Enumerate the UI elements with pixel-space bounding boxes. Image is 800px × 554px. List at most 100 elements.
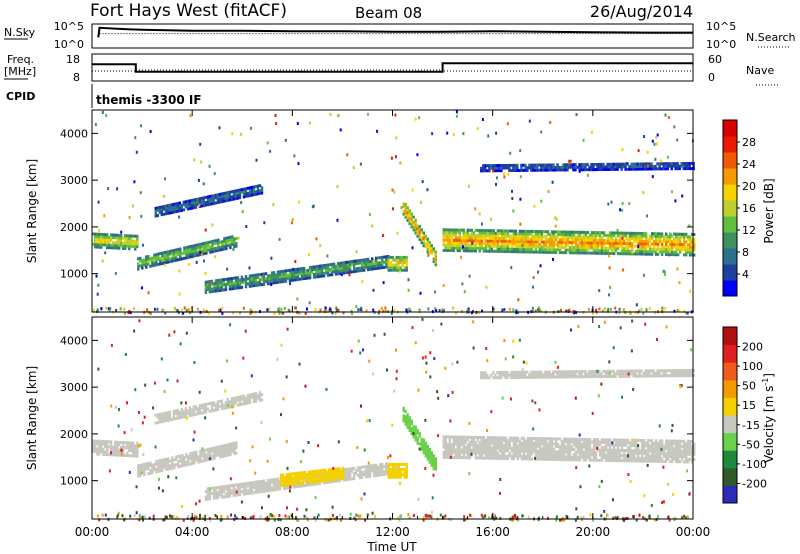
scatter-cell xyxy=(161,469,164,472)
scatter-cell xyxy=(602,448,606,452)
scatter-cell xyxy=(166,413,169,417)
scatter-cell xyxy=(516,454,520,458)
scatter-cell xyxy=(460,241,463,245)
scatter-cell xyxy=(159,259,162,263)
scatter-cell xyxy=(118,244,121,248)
scatter-cell xyxy=(381,473,384,477)
scatter-cell xyxy=(189,452,192,456)
scatter-cell xyxy=(132,234,135,238)
scatter-cell xyxy=(168,415,171,419)
scatter-cell xyxy=(199,247,202,251)
scatter-cell xyxy=(202,196,206,200)
scatter-cell xyxy=(490,438,494,442)
scatter-cell xyxy=(122,244,125,248)
scatter-cell xyxy=(520,168,523,172)
scatter-cell xyxy=(350,467,354,471)
scatter-cell xyxy=(141,261,144,265)
scatter-cell xyxy=(580,443,584,446)
scatter-cell xyxy=(200,411,204,415)
scatter-cell xyxy=(234,279,238,282)
scatter-cell xyxy=(504,242,508,246)
scatter-cell xyxy=(508,444,512,448)
scatter-cell xyxy=(274,477,278,481)
scatter-cell xyxy=(198,202,202,206)
scatter-cell xyxy=(220,195,224,198)
scatter-cell xyxy=(334,272,338,276)
scatter-cell xyxy=(628,252,632,256)
scatter-cell xyxy=(564,447,568,451)
scatter-cell xyxy=(562,447,566,451)
scatter-cell xyxy=(399,462,402,466)
scatter-cell xyxy=(212,287,216,291)
scatter-cell xyxy=(667,237,670,241)
scatter-cell xyxy=(546,248,550,252)
scatter-cell xyxy=(460,244,463,248)
scatter-cell xyxy=(454,435,457,439)
scatter-cell xyxy=(590,168,593,172)
scatter-cell xyxy=(566,458,570,462)
noise-cell xyxy=(226,267,229,271)
scatter-cell xyxy=(174,210,177,214)
scatter-cell xyxy=(399,468,402,471)
scatter-cell xyxy=(264,489,268,493)
scatter-cell xyxy=(530,166,533,170)
scatter-cell xyxy=(526,247,530,251)
scatter-cell xyxy=(592,440,596,444)
scatter-cell xyxy=(318,481,322,485)
scatter-cell xyxy=(308,273,312,277)
scatter-cell xyxy=(632,459,636,463)
scatter-cell xyxy=(614,246,618,250)
scatter-cell xyxy=(215,249,218,253)
noise-cell xyxy=(382,309,385,313)
scatter-cell xyxy=(624,443,628,447)
scatter-cell xyxy=(474,241,477,245)
noise-cell xyxy=(547,190,550,193)
noise-cell xyxy=(685,311,688,315)
noise-cell xyxy=(678,309,681,313)
scatter-cell xyxy=(100,232,103,236)
scatter-cell xyxy=(210,199,214,203)
scatter-cell xyxy=(244,399,248,403)
scatter-cell xyxy=(624,459,628,463)
scatter-cell xyxy=(602,233,606,237)
scatter-cell xyxy=(620,234,624,238)
scatter-cell xyxy=(667,235,670,239)
scatter-cell xyxy=(434,263,437,267)
noise-cell xyxy=(368,212,371,216)
scatter-cell xyxy=(474,443,477,447)
scatter-cell xyxy=(620,162,623,166)
scatter-cell xyxy=(628,244,632,248)
scatter-cell xyxy=(494,239,498,243)
noise-cell xyxy=(538,306,541,310)
scatter-cell xyxy=(248,191,252,195)
scatter-cell xyxy=(367,263,370,266)
scatter-cell xyxy=(238,493,242,497)
scatter-cell xyxy=(526,442,530,445)
scatter-cell xyxy=(399,266,402,270)
scatter-cell xyxy=(554,243,558,247)
scatter-cell xyxy=(538,457,542,461)
nave-right-tick-bottom: 0 xyxy=(708,71,715,84)
scatter-cell xyxy=(458,451,461,454)
noise-cell xyxy=(162,194,165,198)
scatter-cell xyxy=(393,470,396,474)
scatter-cell xyxy=(572,230,576,234)
scatter-cell xyxy=(294,273,298,277)
scatter-cell xyxy=(176,204,179,208)
scatter-cell xyxy=(492,449,496,453)
scatter-cell xyxy=(476,443,479,447)
scatter-cell xyxy=(134,449,137,453)
scatter-cell xyxy=(414,438,417,442)
scatter-cell xyxy=(568,458,572,462)
noise-cell xyxy=(278,237,281,241)
scatter-cell xyxy=(564,165,567,169)
scatter-cell xyxy=(626,242,630,245)
scatter-cell xyxy=(219,245,222,249)
noise-cell xyxy=(481,222,483,226)
scatter-cell xyxy=(104,238,107,242)
scatter-cell xyxy=(634,451,638,455)
scatter-cell xyxy=(126,441,129,445)
scatter-cell xyxy=(401,462,404,466)
scatter-cell xyxy=(395,268,398,272)
scatter-cell xyxy=(161,463,164,467)
